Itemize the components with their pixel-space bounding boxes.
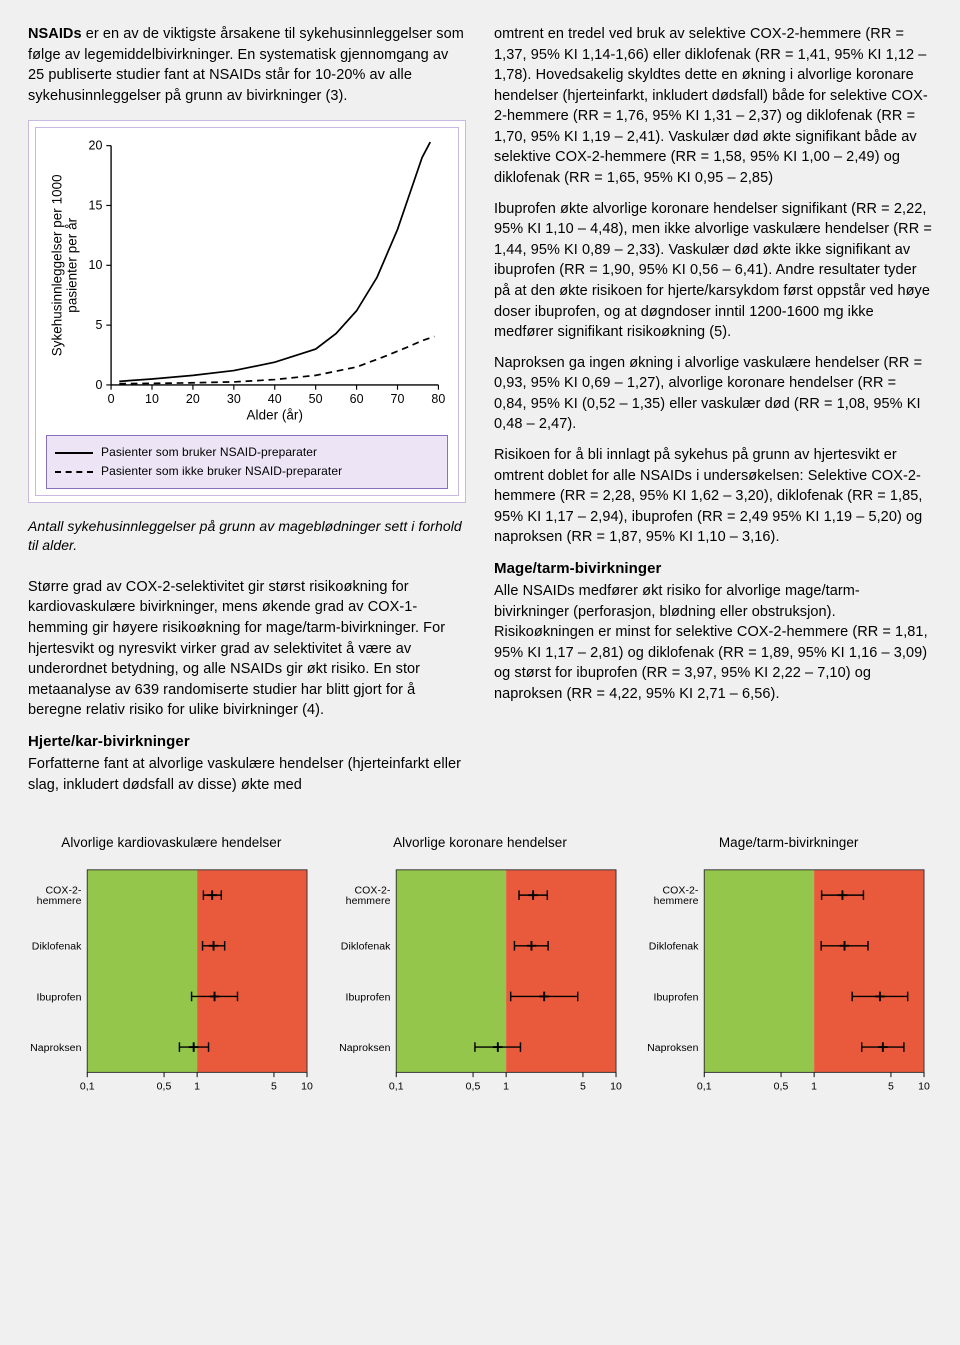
legend-row-1: Pasienter som bruker NSAID-preparater — [55, 444, 439, 461]
svg-text:1: 1 — [503, 1081, 509, 1093]
svg-text:Ibuprofen: Ibuprofen — [345, 992, 390, 1004]
svg-text:10: 10 — [301, 1081, 313, 1093]
line-chart-frame: 0 5 10 15 20 0 10 20 30 40 50 60 70 80 Alder (år) Sykeh… — [28, 120, 466, 503]
legend-label-1: Pasienter som bruker NSAID-preparater — [101, 444, 317, 461]
legend-line-solid-icon — [55, 452, 93, 454]
svg-text:hemmere: hemmere — [37, 896, 82, 908]
col1-p3: Forfatterne fant at alvorlige vaskulære … — [28, 754, 466, 795]
svg-text:1: 1 — [194, 1081, 200, 1093]
text-columns: NSAIDs er en av de viktigste årsakene ti… — [28, 24, 932, 805]
forest-panel-title: Alvorlige kardiovaskulære hendelser — [28, 833, 315, 852]
svg-text:15: 15 — [88, 199, 102, 213]
svg-text:10: 10 — [918, 1081, 930, 1093]
svg-text:Diklofenak: Diklofenak — [340, 941, 390, 953]
col2-p4: Risikoen for å bli innlagt på sykehus på… — [494, 445, 932, 548]
svg-text:10: 10 — [610, 1081, 622, 1093]
svg-text:20: 20 — [186, 392, 200, 406]
svg-text:Sykehusinnleggelser per 1000: Sykehusinnleggelser per 1000 — [49, 175, 64, 357]
svg-text:pasienter per år: pasienter per år — [65, 218, 80, 313]
svg-text:50: 50 — [309, 392, 323, 406]
svg-text:Diklofenak: Diklofenak — [32, 941, 82, 953]
line-chart: 0 5 10 15 20 0 10 20 30 40 50 60 70 80 Alder (år) Sykeh… — [46, 138, 448, 425]
lead-paragraph: NSAIDs er en av de viktigste årsakene ti… — [28, 24, 466, 106]
svg-text:5: 5 — [888, 1081, 894, 1093]
legend-label-2: Pasienter som ikke bruker NSAID-preparat… — [101, 463, 342, 480]
forest-plot: COX-2-hemmereDiklofenakIbuprofenNaprokse… — [337, 866, 624, 1095]
lead-rest: er en av de viktigste årsakene til sykeh… — [28, 26, 464, 104]
svg-text:5: 5 — [580, 1081, 586, 1093]
svg-text:hemmere: hemmere — [345, 896, 390, 908]
svg-text:0,5: 0,5 — [157, 1081, 172, 1093]
right-column: omtrent en tredel ved bruk av selektive … — [494, 24, 932, 805]
forest-panel-title: Alvorlige koronare hendelser — [337, 833, 624, 852]
svg-text:0: 0 — [108, 392, 115, 406]
col1-p2: Større grad av COX-2-selektivitet gir st… — [28, 577, 466, 721]
forest-panel-1: Alvorlige koronare hendelserCOX-2-hemmer… — [337, 833, 624, 1095]
svg-text:Ibuprofen: Ibuprofen — [654, 992, 699, 1004]
svg-text:10: 10 — [145, 392, 159, 406]
forest-panel-0: Alvorlige kardiovaskulære hendelserCOX-2… — [28, 833, 315, 1095]
svg-text:40: 40 — [268, 392, 282, 406]
svg-text:Naproksen: Naproksen — [339, 1042, 390, 1054]
svg-text:20: 20 — [88, 139, 102, 153]
svg-text:5: 5 — [95, 318, 102, 332]
svg-text:30: 30 — [227, 392, 241, 406]
forest-panel-title: Mage/tarm-bivirkninger — [645, 833, 932, 852]
legend-line-dashed-icon — [55, 471, 93, 473]
svg-text:Ibuprofen: Ibuprofen — [37, 992, 82, 1004]
svg-text:0,1: 0,1 — [389, 1081, 404, 1093]
col2-p1: omtrent en tredel ved bruk av selektive … — [494, 24, 932, 189]
forest-panel-2: Mage/tarm-bivirkningerCOX-2-hemmereDiklo… — [645, 833, 932, 1095]
line-chart-caption: Antall sykehusinnleggelser på grunn av m… — [28, 517, 466, 555]
col2-p3: Naproksen ga ingen økning i alvorlige va… — [494, 353, 932, 435]
svg-text:0,5: 0,5 — [774, 1081, 789, 1093]
col2-p5: Alle NSAIDs medfører økt risiko for alvo… — [494, 581, 932, 704]
svg-text:80: 80 — [431, 392, 445, 406]
svg-text:Alder (år): Alder (år) — [247, 408, 303, 423]
svg-text:hemmere: hemmere — [654, 896, 699, 908]
col2-p2: Ibuprofen økte alvorlige koronare hendel… — [494, 199, 932, 343]
forest-plot: COX-2-hemmereDiklofenakIbuprofenNaprokse… — [28, 866, 315, 1095]
svg-text:1: 1 — [812, 1081, 818, 1093]
svg-text:Naproksen: Naproksen — [647, 1042, 698, 1054]
forest-plots-row: Alvorlige kardiovaskulære hendelserCOX-2… — [28, 833, 932, 1095]
svg-text:70: 70 — [391, 392, 405, 406]
svg-text:5: 5 — [271, 1081, 277, 1093]
svg-text:60: 60 — [350, 392, 364, 406]
svg-text:0,1: 0,1 — [697, 1081, 712, 1093]
svg-text:Diklofenak: Diklofenak — [649, 941, 699, 953]
svg-text:Naproksen: Naproksen — [30, 1042, 81, 1054]
svg-text:0,5: 0,5 — [465, 1081, 480, 1093]
svg-text:0,1: 0,1 — [80, 1081, 95, 1093]
line-chart-inner: 0 5 10 15 20 0 10 20 30 40 50 60 70 80 Alder (år) Sykeh… — [35, 127, 459, 496]
svg-text:0: 0 — [95, 378, 102, 392]
legend-row-2: Pasienter som ikke bruker NSAID-preparat… — [55, 463, 439, 480]
svg-text:10: 10 — [88, 258, 102, 272]
lead-bold: NSAIDs — [28, 26, 82, 42]
heading-mage: Mage/tarm-bivirkninger — [494, 558, 932, 579]
left-column: NSAIDs er en av de viktigste årsakene ti… — [28, 24, 466, 805]
forest-plot: COX-2-hemmereDiklofenakIbuprofenNaprokse… — [645, 866, 932, 1095]
line-chart-legend: Pasienter som bruker NSAID-preparater Pa… — [46, 435, 448, 489]
heading-hjerte: Hjerte/kar-bivirkninger — [28, 731, 466, 752]
